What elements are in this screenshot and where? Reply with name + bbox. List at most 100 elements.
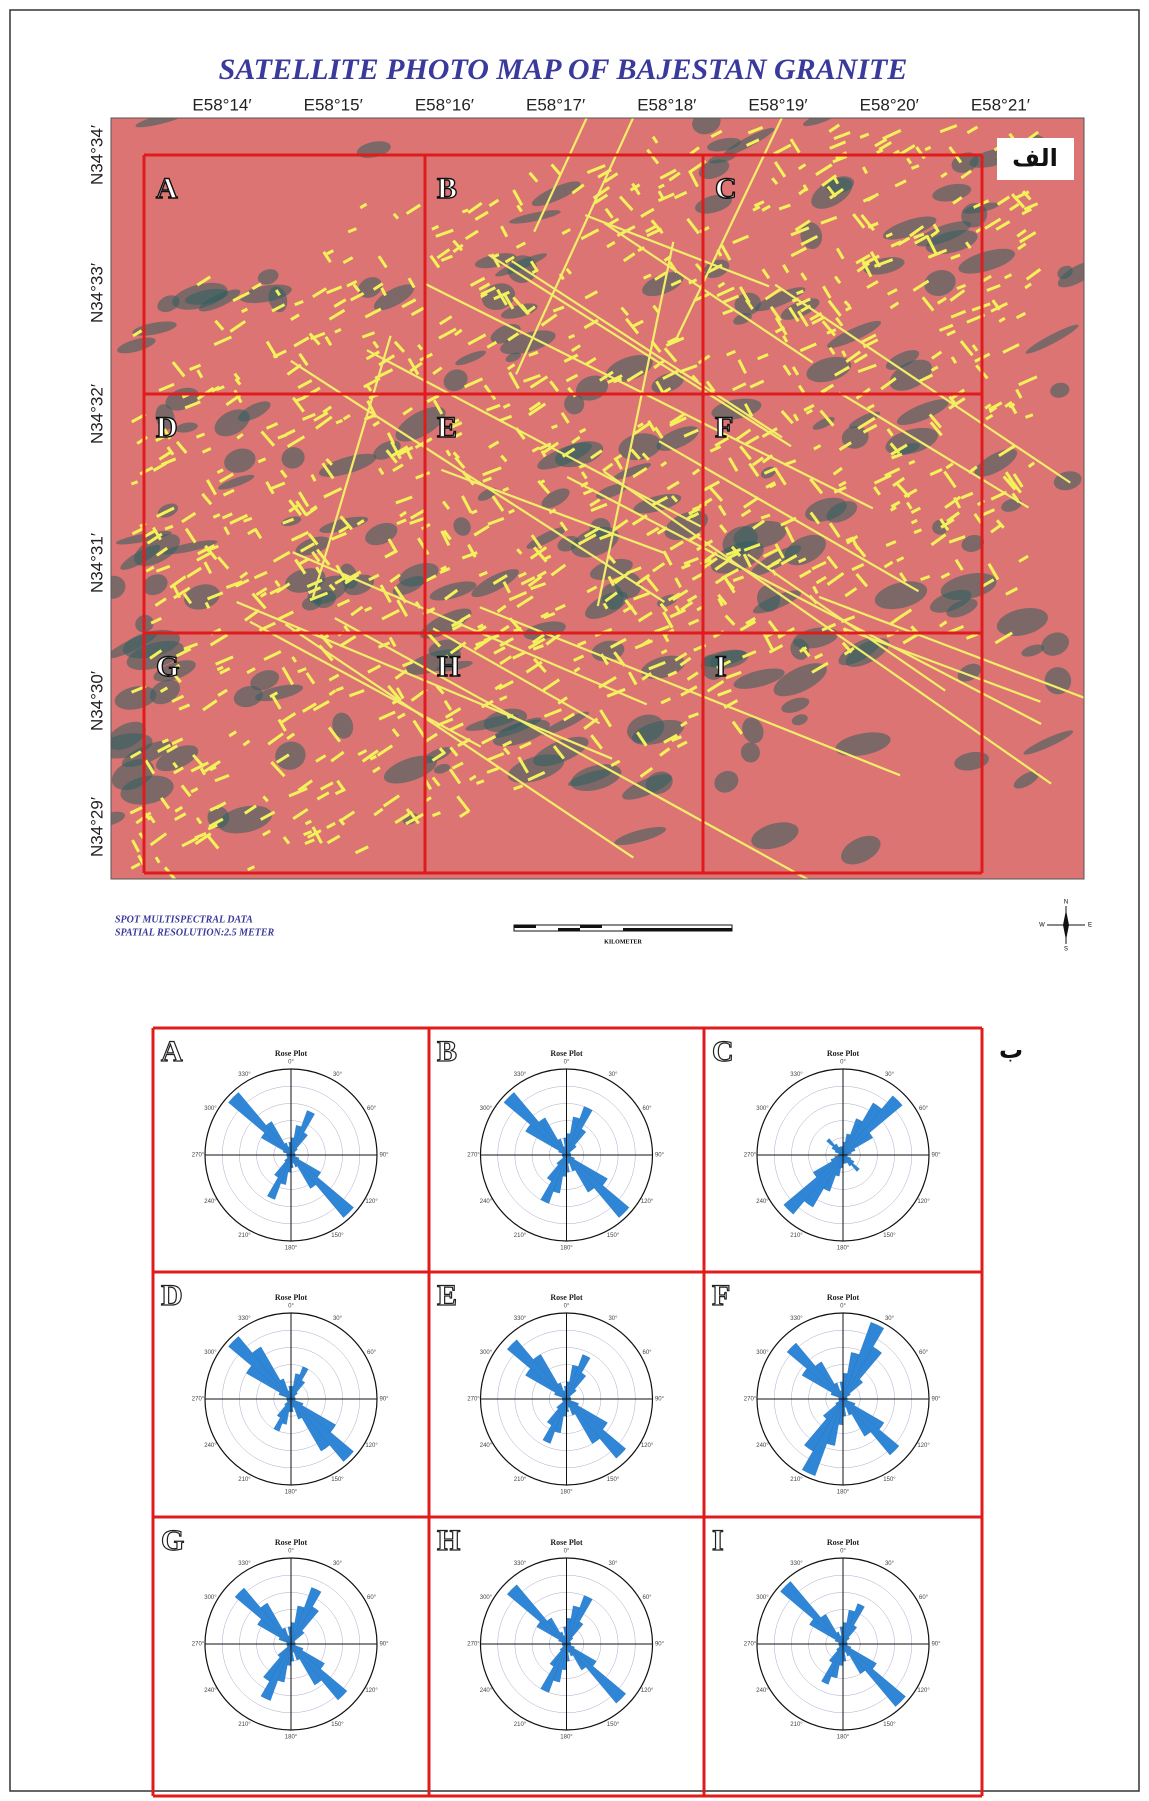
angle-label: 120° xyxy=(641,1443,654,1449)
angle-label: 60° xyxy=(643,1106,653,1112)
longitude-label: E58°19′ xyxy=(748,95,807,114)
angle-label: 240° xyxy=(480,1199,493,1205)
angle-label: 240° xyxy=(756,1199,769,1205)
data-source: SPATIAL RESOLUTION:2.5 METER xyxy=(115,927,275,938)
angle-label: 0° xyxy=(564,1304,570,1310)
angle-label: 150° xyxy=(883,1233,896,1239)
angle-label: 60° xyxy=(643,1350,653,1356)
angle-label: 270° xyxy=(744,1153,757,1159)
angle-label: 90° xyxy=(655,1153,665,1159)
angle-label: 210° xyxy=(238,1233,251,1239)
angle-label: 330° xyxy=(238,1561,251,1567)
angle-label: 300° xyxy=(204,1106,217,1112)
longitude-label: E58°21′ xyxy=(971,95,1030,114)
angle-label: 210° xyxy=(238,1722,251,1728)
zone-label: A xyxy=(156,172,178,205)
rose-title: Rose Plot xyxy=(275,1293,308,1302)
angle-label: 0° xyxy=(288,1549,294,1555)
angle-label: 210° xyxy=(514,1477,527,1483)
zone-label: D xyxy=(156,411,178,444)
angle-label: 30° xyxy=(885,1316,895,1322)
latitude-label: N34°31′ xyxy=(87,533,106,593)
angle-label: 90° xyxy=(655,1642,665,1648)
angle-label: 270° xyxy=(192,1153,205,1159)
latitude-label: N34°33′ xyxy=(87,263,106,323)
zone-label: C xyxy=(715,172,737,205)
zone-label: F xyxy=(715,411,733,444)
zone-label: G xyxy=(156,650,179,683)
angle-label: 210° xyxy=(790,1722,803,1728)
compass-label: S xyxy=(1064,947,1068,953)
angle-label: 120° xyxy=(365,1688,378,1694)
angle-label: 90° xyxy=(379,1397,389,1403)
angle-label: 210° xyxy=(790,1477,803,1483)
angle-label: 0° xyxy=(840,1549,846,1555)
angle-label: 270° xyxy=(467,1153,480,1159)
zone-label: I xyxy=(715,650,727,683)
rose-title: Rose Plot xyxy=(275,1049,308,1058)
angle-label: 60° xyxy=(367,1595,377,1601)
page: SATELLITE PHOTO MAP OF BAJESTAN GRANITE … xyxy=(0,0,1149,1801)
angle-label: 30° xyxy=(885,1561,895,1567)
longitude-label: E58°20′ xyxy=(860,95,919,114)
angle-label: 210° xyxy=(238,1477,251,1483)
angle-label: 270° xyxy=(467,1397,480,1403)
latitude-label: N34°32′ xyxy=(87,384,106,444)
angle-label: 330° xyxy=(514,1561,527,1567)
angle-label: 90° xyxy=(379,1642,389,1648)
angle-label: 180° xyxy=(285,1490,298,1496)
latitude-label: N34°29′ xyxy=(87,797,106,857)
panel-label: ب xyxy=(999,1036,1023,1064)
scale-bar xyxy=(514,925,732,931)
angle-label: 300° xyxy=(480,1595,493,1601)
angle-label: 60° xyxy=(367,1106,377,1112)
angle-label: 330° xyxy=(514,1072,527,1078)
angle-label: 210° xyxy=(514,1233,527,1239)
satellite-image xyxy=(95,0,1149,883)
zone-label: H xyxy=(437,1524,460,1557)
angle-label: 330° xyxy=(238,1316,251,1322)
angle-label: 240° xyxy=(204,1443,217,1449)
angle-label: 0° xyxy=(564,1549,570,1555)
angle-label: 150° xyxy=(331,1477,344,1483)
angle-label: 90° xyxy=(931,1397,941,1403)
angle-label: 240° xyxy=(756,1688,769,1694)
angle-label: 60° xyxy=(643,1595,653,1601)
longitude-label: E58°15′ xyxy=(304,95,363,114)
angle-label: 180° xyxy=(837,1490,850,1496)
angle-label: 330° xyxy=(790,1072,803,1078)
angle-label: 0° xyxy=(288,1060,294,1066)
rose-title: Rose Plot xyxy=(550,1293,583,1302)
compass-label: E xyxy=(1088,923,1092,929)
zone-label: B xyxy=(437,172,457,205)
angle-label: 210° xyxy=(514,1722,527,1728)
rose-title: Rose Plot xyxy=(827,1538,860,1547)
angle-label: 150° xyxy=(607,1477,620,1483)
angle-label: 30° xyxy=(608,1316,618,1322)
rose-title: Rose Plot xyxy=(827,1293,860,1302)
angle-label: 150° xyxy=(607,1233,620,1239)
angle-label: 0° xyxy=(564,1060,570,1066)
angle-label: 60° xyxy=(919,1350,929,1356)
angle-label: 150° xyxy=(331,1722,344,1728)
scale-bar-label: KILOMETER xyxy=(604,939,642,945)
angle-label: 120° xyxy=(365,1199,378,1205)
angle-label: 300° xyxy=(756,1350,769,1356)
angle-label: 150° xyxy=(607,1722,620,1728)
angle-label: 270° xyxy=(467,1642,480,1648)
angle-label: 240° xyxy=(480,1443,493,1449)
longitude-label: E58°18′ xyxy=(637,95,696,114)
zone-label: E xyxy=(437,411,457,444)
angle-label: 120° xyxy=(365,1443,378,1449)
angle-label: 180° xyxy=(285,1246,298,1252)
rose-title: Rose Plot xyxy=(550,1538,583,1547)
panel-label: الف xyxy=(1012,144,1058,172)
longitude-label: E58°14′ xyxy=(192,95,251,114)
rose-title: Rose Plot xyxy=(275,1538,308,1547)
angle-label: 330° xyxy=(790,1316,803,1322)
angle-label: 330° xyxy=(790,1561,803,1567)
angle-label: 90° xyxy=(379,1153,389,1159)
angle-label: 180° xyxy=(837,1246,850,1252)
zone-label: C xyxy=(712,1035,734,1068)
angle-label: 180° xyxy=(560,1246,573,1252)
